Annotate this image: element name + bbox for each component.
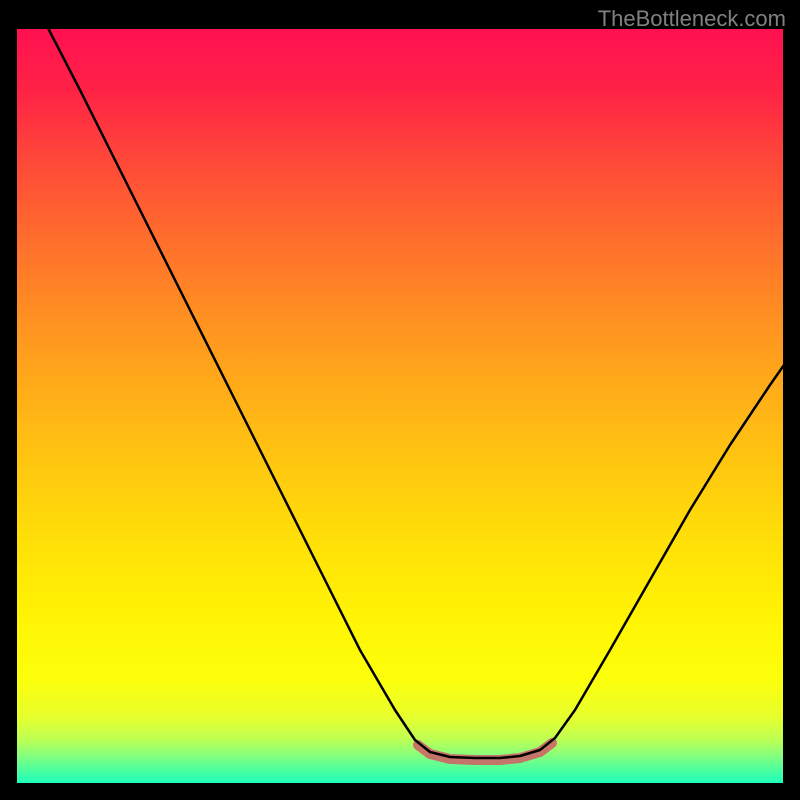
chart-plot-area [16,28,784,784]
watermark-text: TheBottleneck.com [598,6,786,32]
bottleneck-chart [0,0,800,800]
chart-container: TheBottleneck.com [0,0,800,800]
